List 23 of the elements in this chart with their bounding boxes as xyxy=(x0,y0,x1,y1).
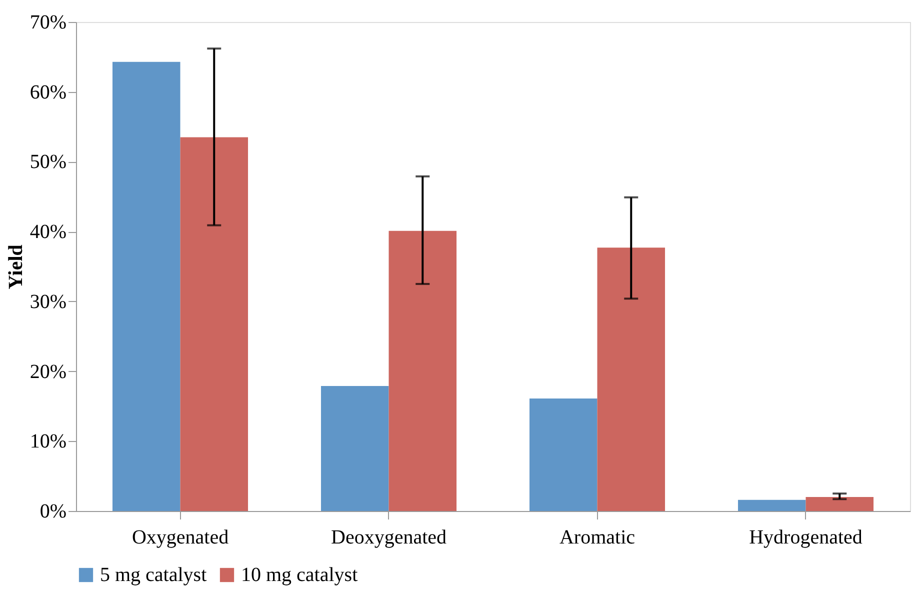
x-tick-label: Hydrogenated xyxy=(749,526,862,548)
y-tick-label: 0% xyxy=(40,500,66,522)
y-tick-label: 30% xyxy=(30,290,66,313)
y-tick-label: 10% xyxy=(30,430,66,453)
legend-label: 10 mg catalyst xyxy=(241,564,358,586)
y-tick-label: 20% xyxy=(30,360,66,383)
y-tick-label: 60% xyxy=(30,81,66,104)
y-tick-label: 70% xyxy=(30,12,66,34)
y-tick-label: 40% xyxy=(30,221,66,244)
x-tick-label: Oxygenated xyxy=(132,526,229,548)
x-tick-label: Deoxygenated xyxy=(330,526,447,548)
bar xyxy=(738,500,806,511)
bar xyxy=(597,248,666,511)
x-tick-label: Aromatic xyxy=(559,526,636,548)
bar xyxy=(529,398,598,511)
legend-label: 5 mg catalyst xyxy=(100,564,208,586)
y-tick-label: 50% xyxy=(30,151,66,174)
bar xyxy=(388,230,457,511)
bar xyxy=(320,386,389,511)
bar xyxy=(806,497,874,511)
bar xyxy=(112,62,180,511)
y-axis-title: Yield xyxy=(4,244,27,290)
bar xyxy=(180,137,248,511)
